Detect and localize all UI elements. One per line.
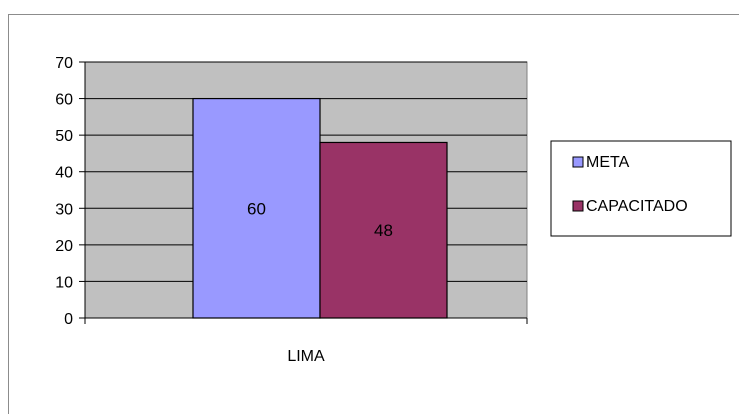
- legend-label-capacitado: CAPACITADO: [586, 198, 688, 215]
- y-tick-label: 10: [55, 274, 73, 291]
- bars: 60 48: [192, 97, 448, 319]
- y-tick-label: 0: [64, 311, 73, 328]
- axes: 0 10 20 30 40 50 60 70 LIMA: [55, 55, 528, 365]
- bar-capacitado-lima: [319, 141, 448, 319]
- legend: META CAPACITADO: [550, 140, 732, 237]
- bar-meta-lima: [192, 97, 321, 319]
- legend-swatch-capacitado: [572, 200, 584, 212]
- y-tick-label: 70: [55, 55, 73, 72]
- data-label: 48: [374, 221, 393, 240]
- legend-swatch-meta: [572, 156, 584, 168]
- y-tick-label: 30: [55, 201, 73, 218]
- legend-box: [550, 140, 732, 237]
- y-tick-label: 50: [55, 128, 73, 145]
- y-tick-label: 40: [55, 165, 73, 182]
- bar-chart: 60 48 0 10 20 30 40 50 60 70 LIMA META CAPACITADO: [55, 55, 732, 365]
- data-label: 60: [247, 199, 266, 218]
- x-category-label: LIMA: [287, 348, 325, 365]
- y-tick-label: 60: [55, 92, 73, 109]
- legend-label-meta: META: [586, 154, 630, 171]
- y-tick-label: 20: [55, 238, 73, 255]
- chart-frame: [8, 14, 739, 414]
